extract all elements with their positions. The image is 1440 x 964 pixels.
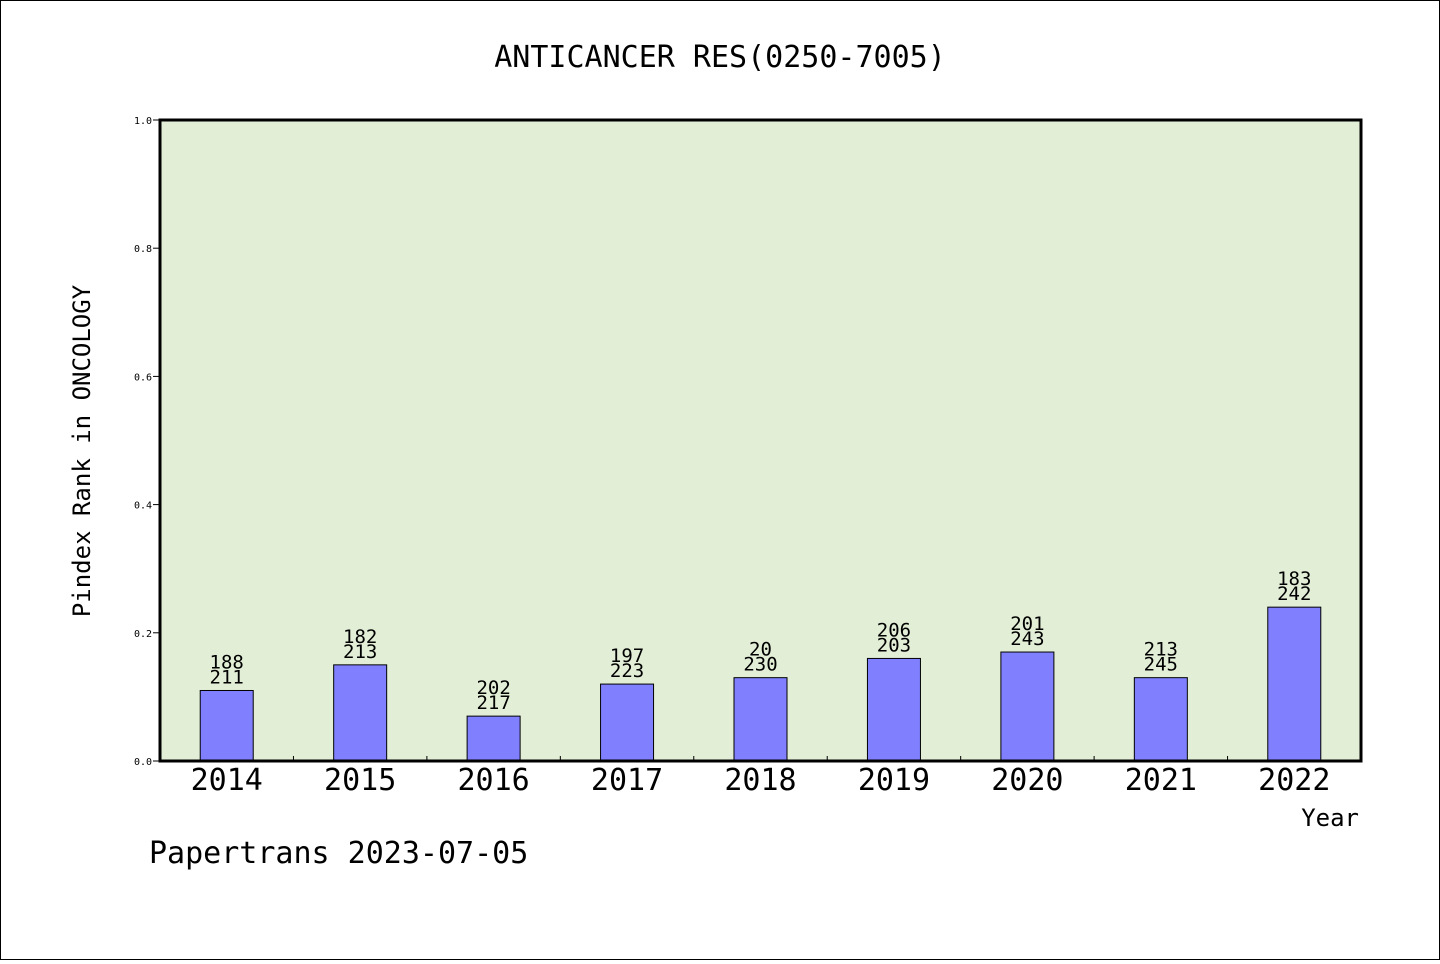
- data-label-top: 188: [210, 651, 244, 673]
- data-label-top: 213: [1144, 639, 1178, 661]
- data-label-top: 197: [610, 645, 644, 667]
- plot-area: [160, 120, 1361, 761]
- data-label-bottom: 203: [877, 634, 911, 656]
- data-label-top: 20: [749, 639, 772, 661]
- x-tick-label: 2021: [1125, 763, 1197, 798]
- data-label-top: 182: [343, 626, 377, 648]
- y-tick-label: 0.6: [134, 372, 152, 383]
- chart-title: ANTICANCER RES(0250-7005): [494, 40, 946, 75]
- data-label-top: 206: [877, 619, 911, 641]
- y-tick-label: 1.0: [134, 116, 152, 127]
- data-label-bottom: 217: [476, 692, 510, 714]
- data-label-bottom: 242: [1277, 583, 1311, 605]
- bar: [1000, 651, 1055, 762]
- data-label-top: 202: [476, 677, 510, 699]
- data-label-bottom: 245: [1144, 654, 1178, 676]
- bar: [199, 689, 254, 762]
- y-tick-label: 0.2: [134, 629, 152, 640]
- bars: [199, 606, 1322, 762]
- x-tick-label: 2020: [991, 763, 1063, 798]
- plot-border: [158, 118, 1363, 763]
- data-labels: 1882111822132022171972232023020620320124…: [210, 568, 1312, 714]
- x-tick-label: 2022: [1258, 763, 1330, 798]
- y-axis-label: Pindex Rank in ONCOLOGY: [68, 284, 96, 617]
- data-label-bottom: 243: [1010, 628, 1044, 650]
- bar: [1267, 606, 1322, 762]
- data-label-top: 201: [1010, 613, 1044, 635]
- footer-credit: Papertrans 2023-07-05: [149, 836, 528, 871]
- x-tick-label: 2016: [457, 763, 529, 798]
- bar: [466, 715, 521, 762]
- y-tick-labels: 0.0 0.2 0.4 0.6 0.8 1.0: [134, 116, 152, 768]
- x-tick-label: 2014: [191, 763, 263, 798]
- bar: [333, 664, 388, 762]
- data-label-bottom: 230: [743, 654, 777, 676]
- bar: [733, 677, 788, 762]
- bar: [600, 683, 655, 762]
- x-tick-label: 2017: [591, 763, 663, 798]
- data-label-bottom: 213: [343, 641, 377, 663]
- bar: [1133, 677, 1188, 762]
- y-tick-label: 0.8: [134, 244, 152, 255]
- x-tick-label: 2019: [858, 763, 930, 798]
- bar: [866, 657, 921, 762]
- y-tick-label: 0.4: [134, 501, 152, 512]
- data-label-bottom: 211: [210, 666, 244, 688]
- x-tick-label: 2018: [724, 763, 796, 798]
- y-tick-label: 0.0: [134, 757, 152, 768]
- x-tick-label: 2015: [324, 763, 396, 798]
- data-label-top: 183: [1277, 568, 1311, 590]
- data-label-bottom: 223: [610, 660, 644, 682]
- x-axis-label: Year: [1301, 804, 1359, 832]
- x-tick-labels: 2014 2015 2016 2017 2018 2019 2020 2021 2022: [191, 763, 1331, 798]
